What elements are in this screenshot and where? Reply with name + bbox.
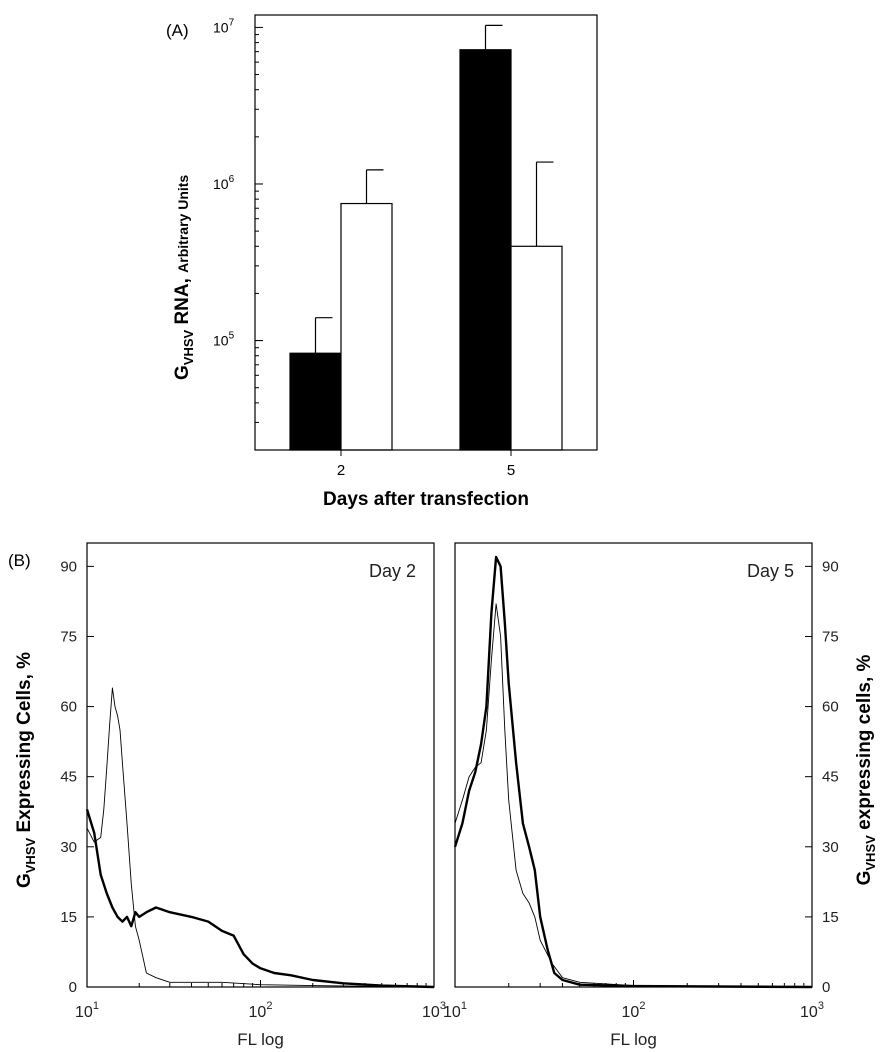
x-tick-label: 101 — [443, 1000, 467, 1021]
x-tick-label: 101 — [75, 1000, 99, 1021]
x-tick-exponent: 3 — [818, 1000, 824, 1012]
x-tick-exponent: 2 — [266, 1000, 272, 1012]
y-tick-exponent: 6 — [229, 174, 235, 185]
y-label-small: Arbitrary Units — [175, 175, 191, 273]
series-line-thin — [454, 603, 813, 988]
x-axis-label: Days after transfection — [323, 489, 529, 510]
y-axis-label: GVHSV RNA, Arbitrary Units — [172, 175, 196, 380]
x-tick-exponent: 2 — [639, 1000, 645, 1012]
y-tick-label: 90 — [60, 558, 77, 575]
x-tick-label: 5 — [507, 462, 515, 479]
y-tick-label: 75 — [822, 628, 839, 645]
y-label-rest: expressing cells, % — [854, 655, 875, 836]
y-label-rest: Expressing Cells, % — [14, 652, 35, 838]
y-tick-exponent: 5 — [229, 331, 235, 342]
x-tick-exponent: 1 — [461, 1000, 467, 1012]
series-line-thick — [453, 555, 813, 989]
bar — [459, 49, 512, 451]
day-annotation: Day 2 — [369, 561, 416, 581]
series-line-thin — [86, 687, 435, 988]
x-tick-exponent: 3 — [440, 1000, 446, 1012]
y-tick-base: 10 — [213, 333, 229, 349]
y-axis-label: GVHSV expressing cells, % — [854, 655, 878, 886]
x-tick-base: 10 — [422, 1004, 440, 1021]
y-tick-label: 0 — [822, 979, 830, 996]
y-tick-exponent: 7 — [229, 17, 235, 28]
x-tick-label: 103 — [800, 1000, 824, 1021]
y-tick-base: 10 — [213, 19, 229, 35]
x-tick-base: 10 — [75, 1004, 93, 1021]
y-label-sub: VHSV — [181, 329, 196, 365]
panel-b-label: (B) — [8, 551, 31, 570]
y-tick-label: 30 — [822, 839, 839, 856]
x-tick-label: 102 — [622, 1000, 646, 1021]
y-label-rest: RNA, — [172, 273, 193, 330]
bar — [340, 202, 393, 451]
y-tick-base: 10 — [213, 176, 229, 192]
y-tick-label: 107 — [213, 17, 235, 35]
x-tick-base: 10 — [443, 1004, 461, 1021]
y-label-sub: VHSV — [863, 835, 878, 871]
y-label-main: G — [172, 365, 193, 380]
x-tick-base: 10 — [800, 1004, 818, 1021]
y-tick-label: 106 — [213, 174, 235, 192]
y-tick-label: 30 — [60, 839, 77, 856]
plot-frame — [454, 542, 813, 988]
series-line-thick — [85, 809, 435, 989]
x-tick-base: 10 — [249, 1004, 267, 1021]
y-tick-label: 105 — [213, 331, 235, 349]
plot-frame — [86, 542, 435, 988]
plot-frame — [254, 14, 598, 451]
x-tick-exponent: 1 — [93, 1000, 99, 1012]
y-axis-label: GVHSV Expressing Cells, % — [14, 652, 38, 888]
y-tick-label: 15 — [60, 909, 77, 926]
y-tick-label: 45 — [822, 769, 839, 786]
y-tick-label: 75 — [60, 628, 77, 645]
y-tick-label: 60 — [822, 699, 839, 716]
x-tick-label: 2 — [337, 462, 345, 479]
y-tick-label: 60 — [60, 699, 77, 716]
y-tick-label: 0 — [69, 979, 77, 996]
x-axis-label: FL log — [610, 1030, 657, 1049]
x-tick-label: 103 — [422, 1000, 446, 1021]
y-tick-label: 15 — [822, 909, 839, 926]
y-tick-label: 90 — [822, 558, 839, 575]
y-tick-label: 45 — [60, 769, 77, 786]
y-label-main: G — [14, 873, 35, 888]
x-axis-label: FL log — [237, 1030, 284, 1049]
day-annotation: Day 5 — [747, 561, 794, 581]
y-label-main: G — [854, 871, 875, 886]
x-tick-label: 102 — [249, 1000, 273, 1021]
bar — [289, 352, 342, 451]
x-tick-base: 10 — [622, 1004, 640, 1021]
panel-a-label: (A) — [166, 21, 189, 40]
bar — [510, 245, 563, 451]
y-label-sub: VHSV — [23, 838, 38, 874]
